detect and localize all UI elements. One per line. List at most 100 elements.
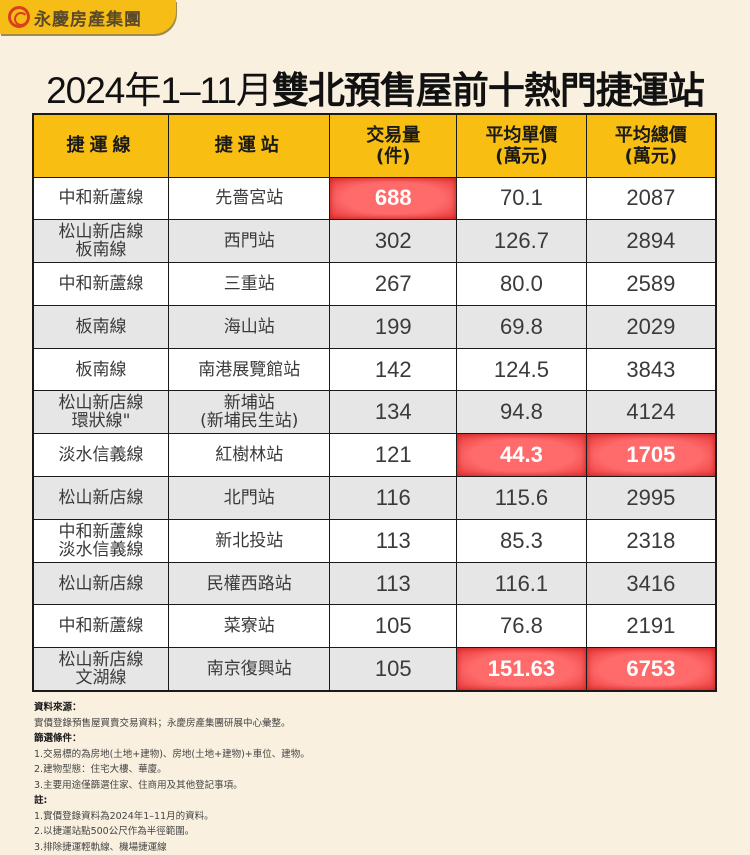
footnotes: 資料來源： 實價登錄預售屋買賣交易資料；永慶房產集團研展中心彙整。 篩選條件： …: [34, 700, 310, 855]
cell-unit-price: 94.8: [457, 391, 587, 434]
cell-mrt-line: 松山新店線文湖線: [33, 648, 169, 691]
cell-mrt-station: 南京復興站: [169, 648, 330, 691]
station-name: 南港展覽館站: [169, 361, 329, 379]
cell-unit-price: 124.5: [457, 348, 587, 391]
header-unit-price: 平均單價(萬元): [457, 114, 587, 177]
title-period: 2024年1–11月: [46, 70, 272, 111]
cell-unit-price: 80.0: [457, 263, 587, 306]
station-name: 紅樹林站: [169, 446, 329, 464]
station-name: 西門站: [169, 232, 329, 250]
header-mrt-line: 捷運線: [33, 114, 169, 177]
cell-unit-price: 44.3: [457, 434, 587, 477]
header-label: 捷運線: [67, 135, 136, 156]
cell-mrt-line: 板南線: [33, 348, 169, 391]
cell-unit-price: 115.6: [457, 477, 587, 520]
station-name: 新埔站: [169, 394, 329, 412]
cell-unit-price: 85.3: [457, 519, 587, 562]
cell-mrt-station: 海山站: [169, 305, 330, 348]
station-name: 北門站: [169, 489, 329, 507]
mrt-line-name: 松山新店線: [34, 651, 168, 669]
cell-mrt-station: 南港展覽館站: [169, 348, 330, 391]
cell-mrt-station: 新埔站(新埔民生站): [169, 391, 330, 434]
mrt-line-name: 環狀線": [34, 412, 168, 430]
brand-name: 永慶房產集團: [34, 5, 142, 30]
source-text: 實價登錄預售屋買賣交易資料；永慶房產集團研展中心彙整。: [34, 716, 310, 732]
remarks-heading: 註:: [34, 793, 310, 809]
cell-total-price: 6753: [586, 648, 716, 691]
mrt-station-table: 捷運線 捷運站 交易量(件) 平均單價(萬元) 平均總價(萬元) 中和新蘆線先嗇…: [32, 113, 717, 692]
cell-unit-price: 69.8: [457, 305, 587, 348]
page-title: 2024年1–11月雙北預售屋前十熱門捷運站: [0, 60, 750, 114]
mrt-line-name: 中和新蘆線: [34, 617, 168, 635]
mrt-line-name: 松山新店線: [34, 489, 168, 507]
remark-item: 2.以捷運站點500公尺作為半徑範圍。: [34, 824, 310, 840]
cell-total-price: 4124: [586, 391, 716, 434]
cell-mrt-station: 菜寮站: [169, 605, 330, 648]
cell-total-price: 2087: [586, 177, 716, 220]
station-name: (新埔民生站): [169, 412, 329, 430]
header-unit: (萬元): [587, 146, 715, 167]
cell-mrt-line: 松山新店線: [33, 562, 169, 605]
cell-total-price: 2894: [586, 220, 716, 263]
cell-volume: 121: [330, 434, 457, 477]
header-mrt-station: 捷運站: [169, 114, 330, 177]
station-name: 先嗇宮站: [169, 189, 329, 207]
cell-total-price: 2318: [586, 519, 716, 562]
station-name: 海山站: [169, 318, 329, 336]
cell-total-price: 3416: [586, 562, 716, 605]
cell-volume: 199: [330, 305, 457, 348]
cell-volume: 113: [330, 562, 457, 605]
cell-mrt-line: 中和新蘆線: [33, 263, 169, 306]
cell-volume: 105: [330, 648, 457, 691]
cell-volume: 688: [330, 177, 457, 220]
header-label: 捷運站: [215, 135, 284, 156]
mrt-line-name: 板南線: [34, 318, 168, 336]
cell-volume: 302: [330, 220, 457, 263]
cell-mrt-line: 中和新蘆線淡水信義線: [33, 519, 169, 562]
cell-volume: 134: [330, 391, 457, 434]
mrt-line-name: 中和新蘆線: [34, 189, 168, 207]
header-total-price: 平均總價(萬元): [586, 114, 716, 177]
cell-mrt-line: 松山新店線: [33, 477, 169, 520]
filter-item: 3.主要用途僅篩選住家、住商用及其他登記事項。: [34, 778, 310, 794]
mrt-line-name: 文湖線: [34, 669, 168, 687]
mrt-line-name: 板南線: [34, 361, 168, 379]
header-label: 交易量: [330, 125, 456, 146]
cell-mrt-station: 三重站: [169, 263, 330, 306]
station-name: 菜寮站: [169, 617, 329, 635]
cell-unit-price: 126.7: [457, 220, 587, 263]
yungching-logo-icon: [8, 6, 30, 28]
cell-mrt-line: 中和新蘆線: [33, 177, 169, 220]
header-unit: (萬元): [457, 146, 586, 167]
mrt-line-name: 板南線: [34, 241, 168, 259]
cell-total-price: 3843: [586, 348, 716, 391]
header-unit: (件): [330, 146, 456, 167]
cell-mrt-line: 板南線: [33, 305, 169, 348]
cell-total-price: 2191: [586, 605, 716, 648]
cell-mrt-station: 紅樹林站: [169, 434, 330, 477]
cell-unit-price: 116.1: [457, 562, 587, 605]
cell-mrt-line: 淡水信義線: [33, 434, 169, 477]
mrt-line-name: 松山新店線: [34, 575, 168, 593]
header-label: 平均單價: [457, 125, 586, 146]
brand-tab: 永慶房產集團: [0, 0, 176, 34]
mrt-line-name: 松山新店線: [34, 223, 168, 241]
station-name: 新北投站: [169, 532, 329, 550]
cell-mrt-station: 民權西路站: [169, 562, 330, 605]
cell-mrt-station: 北門站: [169, 477, 330, 520]
cell-volume: 142: [330, 348, 457, 391]
cell-mrt-line: 中和新蘆線: [33, 605, 169, 648]
cell-volume: 116: [330, 477, 457, 520]
cell-total-price: 2995: [586, 477, 716, 520]
mrt-line-name: 松山新店線: [34, 394, 168, 412]
